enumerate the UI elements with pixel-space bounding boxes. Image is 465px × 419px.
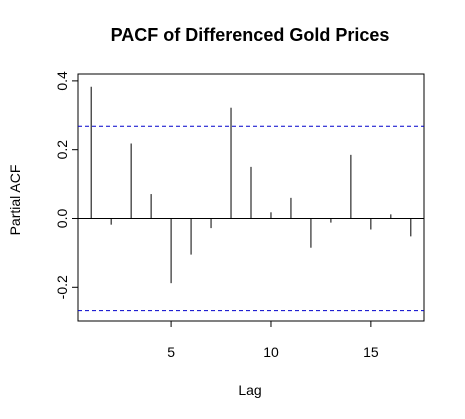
x-tick-label: 5 [167,344,175,360]
x-axis-label: Lag [238,382,261,398]
y-tick-label: 0.4 [54,71,70,91]
y-tick-label: 0.2 [54,140,70,160]
chart-title: PACF of Differenced Gold Prices [111,25,390,45]
x-axis: 5 10 15 [167,321,379,360]
y-tick-label: 0.0 [54,209,70,229]
pacf-bars [90,86,412,284]
y-tick-label: -0.2 [54,275,70,299]
x-tick-label: 15 [363,344,379,360]
plot-box [77,73,425,322]
plot-area: -0.2 0.0 0.2 0.4 5 10 15 [54,71,425,360]
y-axis-label: Partial ACF [7,165,23,236]
y-axis: -0.2 0.0 0.2 0.4 [54,71,78,299]
x-tick-label: 10 [263,344,279,360]
confidence-bounds [78,125,424,312]
